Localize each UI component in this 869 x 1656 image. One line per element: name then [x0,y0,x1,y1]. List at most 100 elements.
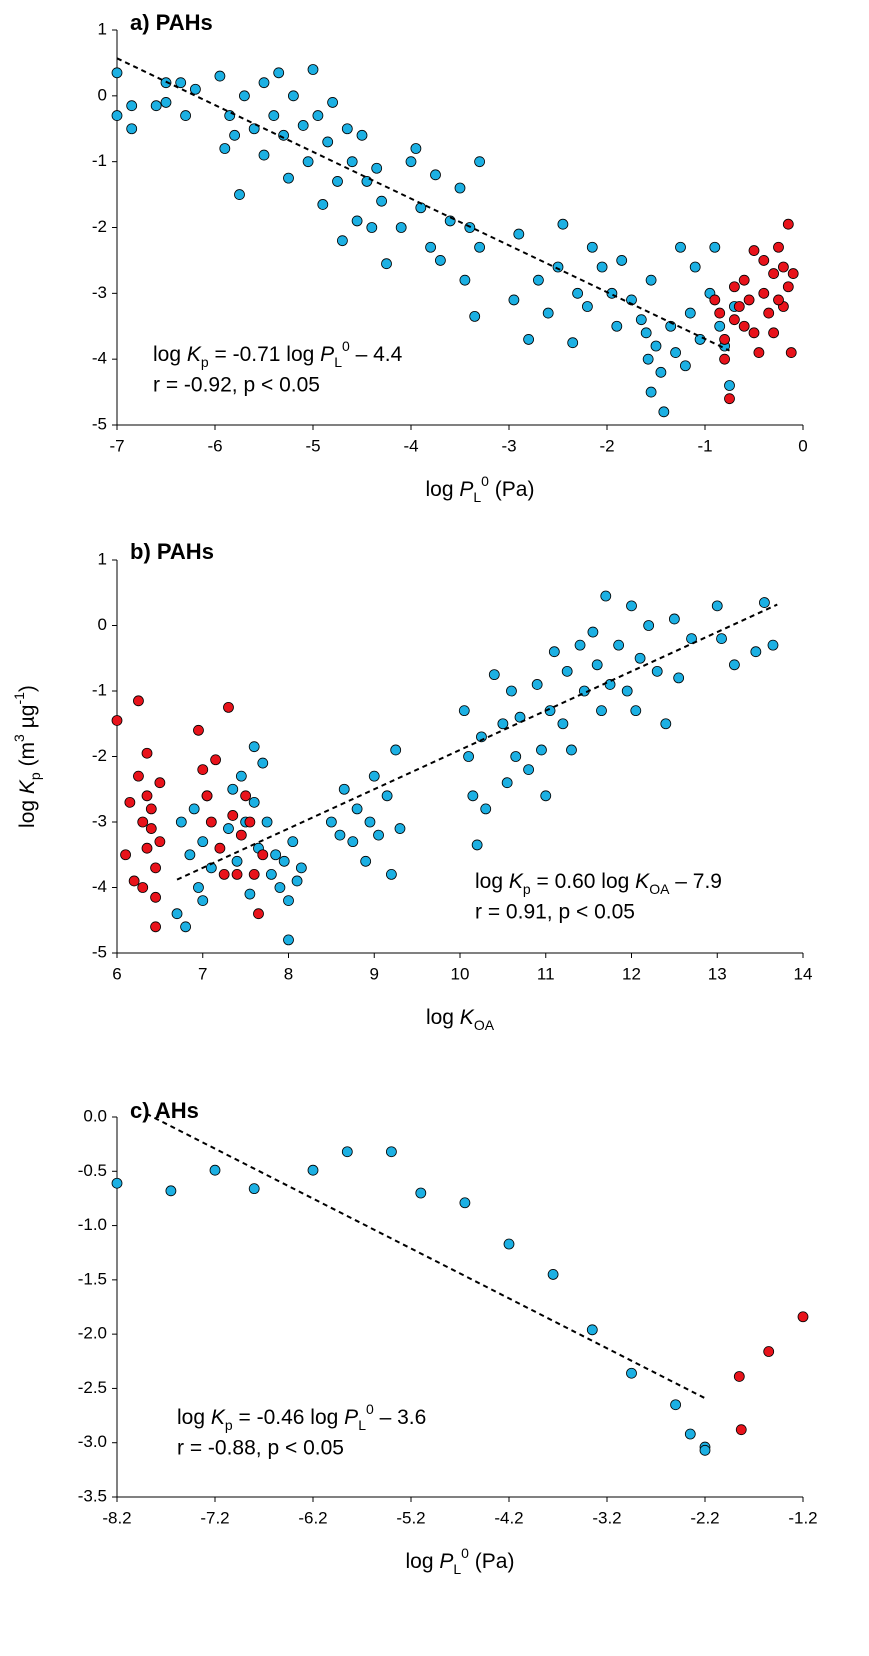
equation-part: 0 [366,1401,374,1417]
point [415,1187,427,1199]
equation-part: P [320,343,334,366]
y-tick-label: -1.5 [78,1269,107,1288]
point [471,839,483,851]
point [257,849,269,861]
equation-part: – 3.6 [374,1406,427,1429]
point [385,869,397,880]
point [218,869,230,880]
point [759,597,770,608]
point [214,842,226,854]
point [758,255,770,266]
x-tick-label: -1 [697,436,712,455]
point [735,1424,747,1436]
point [675,241,686,253]
x-axis-label-part: OA [474,1017,495,1033]
point [336,235,348,247]
y-axis-label-part: p [27,772,43,780]
point [738,320,750,332]
equation-part: = -0.46 log [233,1406,345,1429]
point [111,67,123,79]
point [738,274,750,286]
point [224,110,236,121]
point [258,77,270,89]
y-tick-label: -3 [92,811,107,830]
point [341,1146,353,1158]
equation-part: – 4.4 [350,343,403,366]
x-tick-label: -7.2 [200,1508,229,1527]
point [542,307,554,319]
point [223,701,234,713]
point [574,639,586,651]
point [268,110,280,121]
equation-part: p [225,1417,233,1433]
point [248,741,260,753]
point [768,268,779,279]
point [684,307,696,319]
point [278,855,290,867]
point [283,172,294,184]
point [248,1183,260,1195]
x-axis-label-part: P [459,478,473,501]
point [302,156,314,168]
point [773,294,784,306]
point [160,97,172,108]
y-tick-label: -1 [92,680,107,699]
point [171,908,183,920]
y-tick-label: 1 [98,19,107,38]
point [523,764,534,775]
x-tick-label: -7 [109,436,124,455]
point [651,665,663,677]
point [650,340,662,352]
point [141,747,153,759]
point [709,241,721,253]
x-axis-label: log PL0 (Pa) [426,473,535,505]
point [467,790,479,802]
point [586,241,598,253]
point [351,803,363,815]
equation: log Kp = -0.46 log PL0 – 3.6 [177,1401,426,1433]
panel-title: a) PAHs [130,10,213,35]
point [540,790,552,802]
point [341,123,353,135]
point [180,110,192,121]
point [180,921,192,933]
point [210,754,222,766]
point [175,77,187,89]
equation: log Kp = 0.60 log KOA – 7.9 [475,870,722,897]
point [591,659,603,671]
point [197,895,209,906]
x-tick-label: -2 [599,436,614,455]
x-axis-label-part: L [473,489,481,505]
point [373,829,384,841]
point [684,1428,696,1440]
point [291,875,303,887]
point [201,790,213,802]
point [265,869,277,880]
point [714,320,726,332]
point [235,829,247,841]
y-axis-label-part: ) [16,685,39,692]
point [547,1269,559,1280]
point [197,836,209,848]
point [258,149,270,161]
point [611,320,623,332]
y-tick-label: 0 [98,85,107,104]
point [111,1177,123,1189]
point [782,281,794,293]
point [686,633,697,644]
point [235,770,247,782]
point [244,888,256,900]
point [205,816,217,828]
point [506,685,517,697]
point [474,241,486,253]
point [371,162,383,174]
point [137,816,149,828]
point [604,679,616,690]
point [748,327,760,339]
point [184,849,196,861]
point [209,1164,221,1176]
point [514,711,526,723]
point [767,639,779,651]
equation-part: log [475,870,509,893]
equation-part: K [635,870,650,893]
